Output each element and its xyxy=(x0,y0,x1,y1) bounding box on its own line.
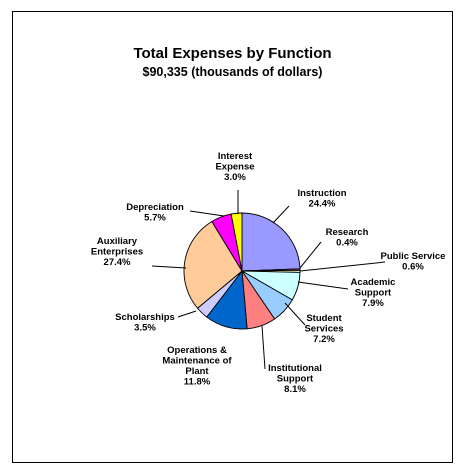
pie-slice-interest-expense xyxy=(230,212,243,272)
pie-slice-auxiliary-enterprises xyxy=(183,220,243,309)
slice-label-instruction: Instruction 24.4% xyxy=(297,188,346,210)
slice-label-scholarships: Scholarships 3.5% xyxy=(115,312,175,334)
chart-title: Total Expenses by Function xyxy=(133,45,332,62)
slice-label-research: Research 0.4% xyxy=(326,227,369,249)
leader-line-scholarships xyxy=(177,310,197,318)
slice-label-institutional-support: Institutional Support 8.1% xyxy=(268,363,322,395)
pie-slice-instruction xyxy=(241,212,301,272)
leader-line-institutional-support xyxy=(261,325,266,370)
slice-label-public-service: Public Service 0.6% xyxy=(381,251,446,273)
slice-label-student-services: Student Services 7.2% xyxy=(304,313,343,345)
slice-label-academic-support: Academic Support 7.9% xyxy=(351,277,396,309)
leader-line-student-services xyxy=(284,302,306,326)
leader-line-academic-support xyxy=(297,281,349,290)
leader-line-public-service xyxy=(299,261,386,272)
slice-label-auxiliary-enterprises: Auxiliary Enterprises 27.4% xyxy=(91,236,143,268)
leader-line-instruction xyxy=(272,205,290,224)
slice-label-interest-expense: Interest Expense 3.0% xyxy=(215,151,254,183)
leader-line-depreciation xyxy=(189,210,225,217)
leader-line-research xyxy=(299,241,322,269)
chart-subtitle: $90,335 (thousands of dollars) xyxy=(142,65,323,79)
slice-label-operations-and-maintenance-of-plant: Operations & Maintenance of Plant 11.8% xyxy=(162,345,232,388)
leader-line-auxiliary-enterprises xyxy=(151,265,187,269)
slice-label-depreciation: Depreciation 5.7% xyxy=(126,202,184,224)
